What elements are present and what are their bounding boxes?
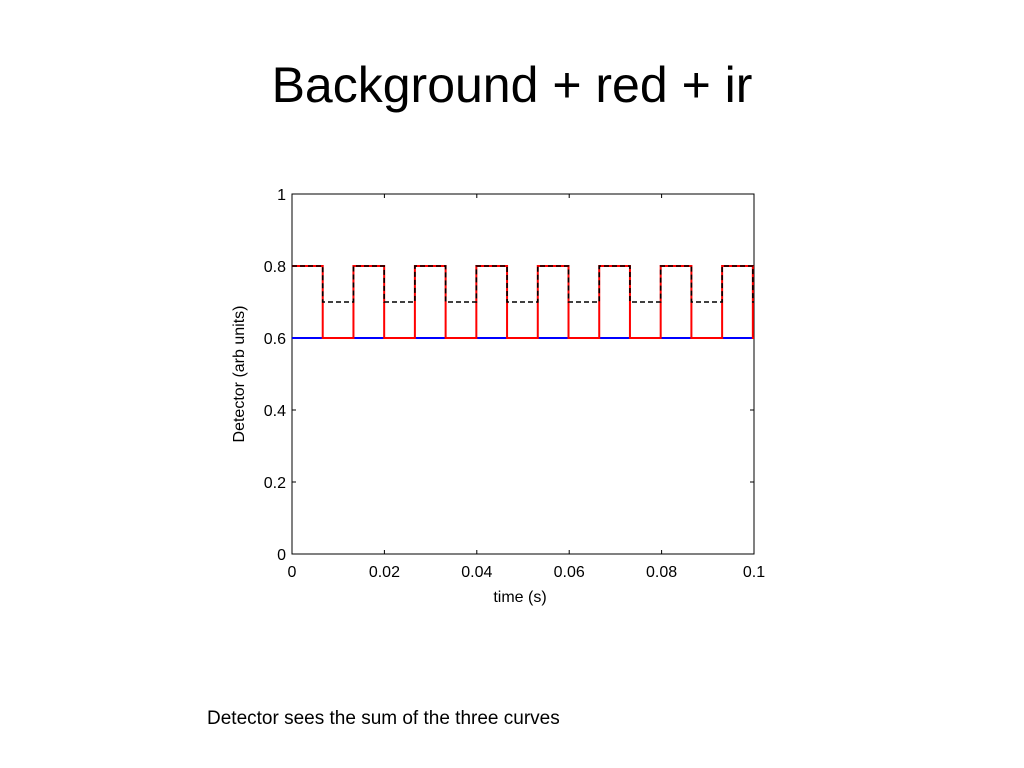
- plot-area: [291, 193, 755, 555]
- caption: Detector sees the sum of the three curve…: [207, 708, 560, 729]
- x-axis-label: time (s): [493, 589, 546, 606]
- x-tick-label: 0: [288, 564, 297, 581]
- y-tick-label: 0.2: [264, 475, 286, 492]
- x-tick-label: 0.06: [554, 564, 585, 581]
- series-group: [292, 265, 754, 339]
- slide-title: Background + red + ir: [271, 57, 753, 113]
- x-tick-label: 0.08: [646, 564, 677, 581]
- y-tick-label: 1: [277, 187, 286, 204]
- series-line-sum: [292, 265, 754, 303]
- x-tick-label: 0.04: [461, 564, 492, 581]
- y-tick-label: 0: [277, 547, 286, 564]
- y-tick-label: 0.8: [264, 259, 286, 276]
- y-axis-label: Detector (arb units): [231, 306, 248, 443]
- y-tick-label: 0.6: [264, 331, 286, 348]
- x-tick-label: 0.1: [743, 564, 765, 581]
- x-tick-label: 0.02: [369, 564, 400, 581]
- axis-ticks: 0 0.02 0.04 0.06 0.08 0.1 0 0.2 0.4 0.6 0.8 1: [264, 187, 765, 581]
- y-tick-label: 0.4: [264, 403, 286, 420]
